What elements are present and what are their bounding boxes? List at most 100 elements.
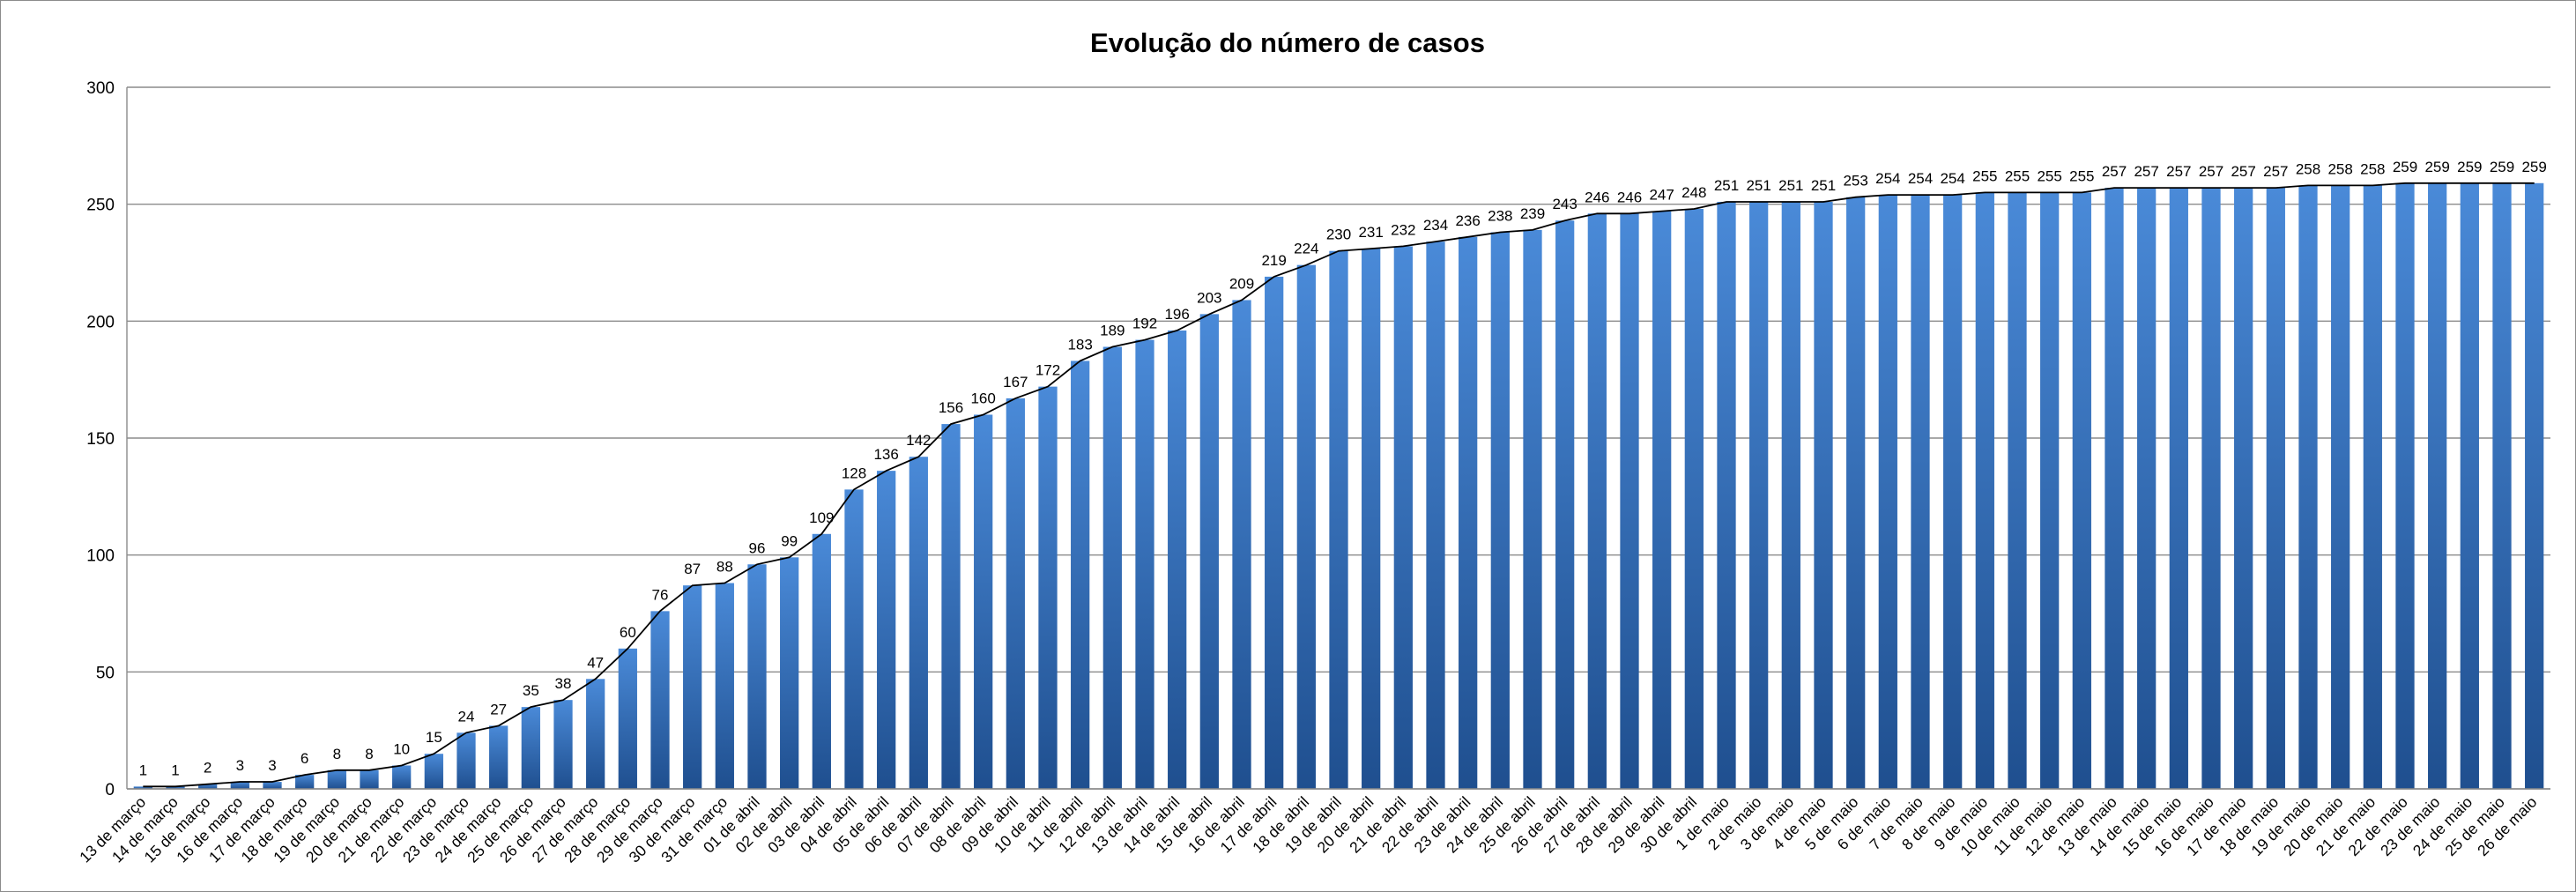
data-label: 253 (1843, 173, 1867, 190)
bar (1232, 300, 1251, 789)
data-label: 96 (749, 539, 766, 556)
data-label: 238 (1488, 208, 1512, 225)
data-label: 196 (1164, 306, 1189, 323)
data-label: 87 (684, 561, 701, 577)
bar (1620, 213, 1639, 789)
data-label: 3 (268, 757, 276, 774)
data-label: 183 (1067, 336, 1092, 353)
bar (1459, 236, 1478, 789)
bar (360, 769, 379, 789)
bar (2040, 192, 2060, 789)
data-label: 251 (1778, 177, 1803, 194)
data-label: 8 (333, 746, 341, 762)
bar (521, 707, 540, 789)
data-label: 239 (1520, 205, 1545, 222)
data-label: 203 (1197, 289, 1221, 306)
data-label: 27 (490, 701, 507, 717)
data-label: 209 (1229, 275, 1254, 292)
data-label: 99 (781, 532, 798, 549)
data-label: 255 (1972, 167, 1997, 184)
bar (1781, 202, 1800, 790)
bar (2492, 182, 2512, 789)
data-label: 6 (301, 750, 308, 767)
bar (1038, 386, 1058, 789)
data-label: 246 (1617, 189, 1642, 205)
bar (198, 784, 218, 789)
data-label: 88 (716, 559, 733, 576)
bar (166, 786, 185, 789)
data-label: 254 (1908, 170, 1933, 187)
data-label: 257 (2166, 163, 2191, 180)
bar (586, 679, 605, 789)
bar (1878, 195, 1897, 789)
bar (650, 611, 670, 789)
data-label: 254 (1875, 170, 1900, 187)
bar (553, 700, 573, 789)
data-label: 259 (2490, 159, 2514, 175)
data-label: 255 (2037, 167, 2061, 184)
chart-title: Evolução do número de casos (1090, 27, 1485, 58)
data-label: 219 (1261, 252, 1286, 269)
bar (1199, 314, 1219, 790)
bar (2525, 182, 2544, 789)
bar (1265, 276, 1284, 789)
bar (1426, 242, 1445, 789)
bar (2298, 185, 2318, 789)
bar (2137, 188, 2157, 790)
bar (941, 424, 961, 789)
data-label: 251 (1811, 177, 1836, 194)
y-tick-label: 100 (86, 547, 115, 566)
bar (2072, 192, 2091, 789)
data-label: 236 (1455, 212, 1480, 229)
bar (1717, 202, 1736, 790)
trendline-path (143, 182, 2535, 788)
data-label: 109 (809, 509, 834, 526)
y-tick-label: 50 (96, 664, 115, 682)
data-label: 257 (2199, 163, 2223, 180)
data-label: 259 (2521, 159, 2546, 175)
data-label: 128 (842, 465, 866, 481)
data-label: 258 (2327, 160, 2352, 177)
data-label: 47 (587, 654, 604, 671)
data-label: 255 (2069, 167, 2094, 184)
bar (1393, 246, 1413, 790)
bar (1814, 202, 1833, 790)
data-label: 258 (2296, 160, 2320, 177)
data-label: 24 (458, 708, 475, 725)
bar (2266, 188, 2285, 790)
bar (2331, 185, 2350, 789)
bar (1490, 232, 1510, 789)
bar (1749, 202, 1769, 790)
y-tick-label: 150 (86, 430, 115, 449)
data-label: 1 (139, 762, 147, 778)
bar (392, 765, 412, 789)
bar (230, 782, 249, 789)
bar (618, 648, 637, 789)
y-tick-label: 0 (105, 781, 115, 799)
data-label: 189 (1100, 323, 1125, 339)
data-label: 248 (1681, 184, 1706, 201)
bar (1362, 249, 1381, 790)
data-label: 246 (1585, 189, 1609, 205)
bar (683, 585, 702, 789)
bar (844, 489, 864, 789)
bar (909, 457, 928, 789)
data-label: 172 (1036, 362, 1060, 379)
data-label: 255 (2005, 167, 2030, 184)
data-label: 251 (1746, 177, 1771, 194)
data-label: 192 (1132, 316, 1157, 332)
bar (1684, 208, 1704, 789)
data-label: 259 (2424, 159, 2449, 175)
bar (327, 769, 346, 789)
data-label: 231 (1358, 224, 1383, 241)
data-label: 259 (2393, 159, 2417, 175)
bar (2428, 182, 2447, 789)
data-label: 136 (873, 446, 898, 463)
bar (2234, 188, 2253, 790)
bar (133, 786, 152, 789)
bar (1102, 346, 1122, 789)
data-label: 247 (1649, 187, 1674, 204)
data-label: 38 (555, 675, 572, 692)
